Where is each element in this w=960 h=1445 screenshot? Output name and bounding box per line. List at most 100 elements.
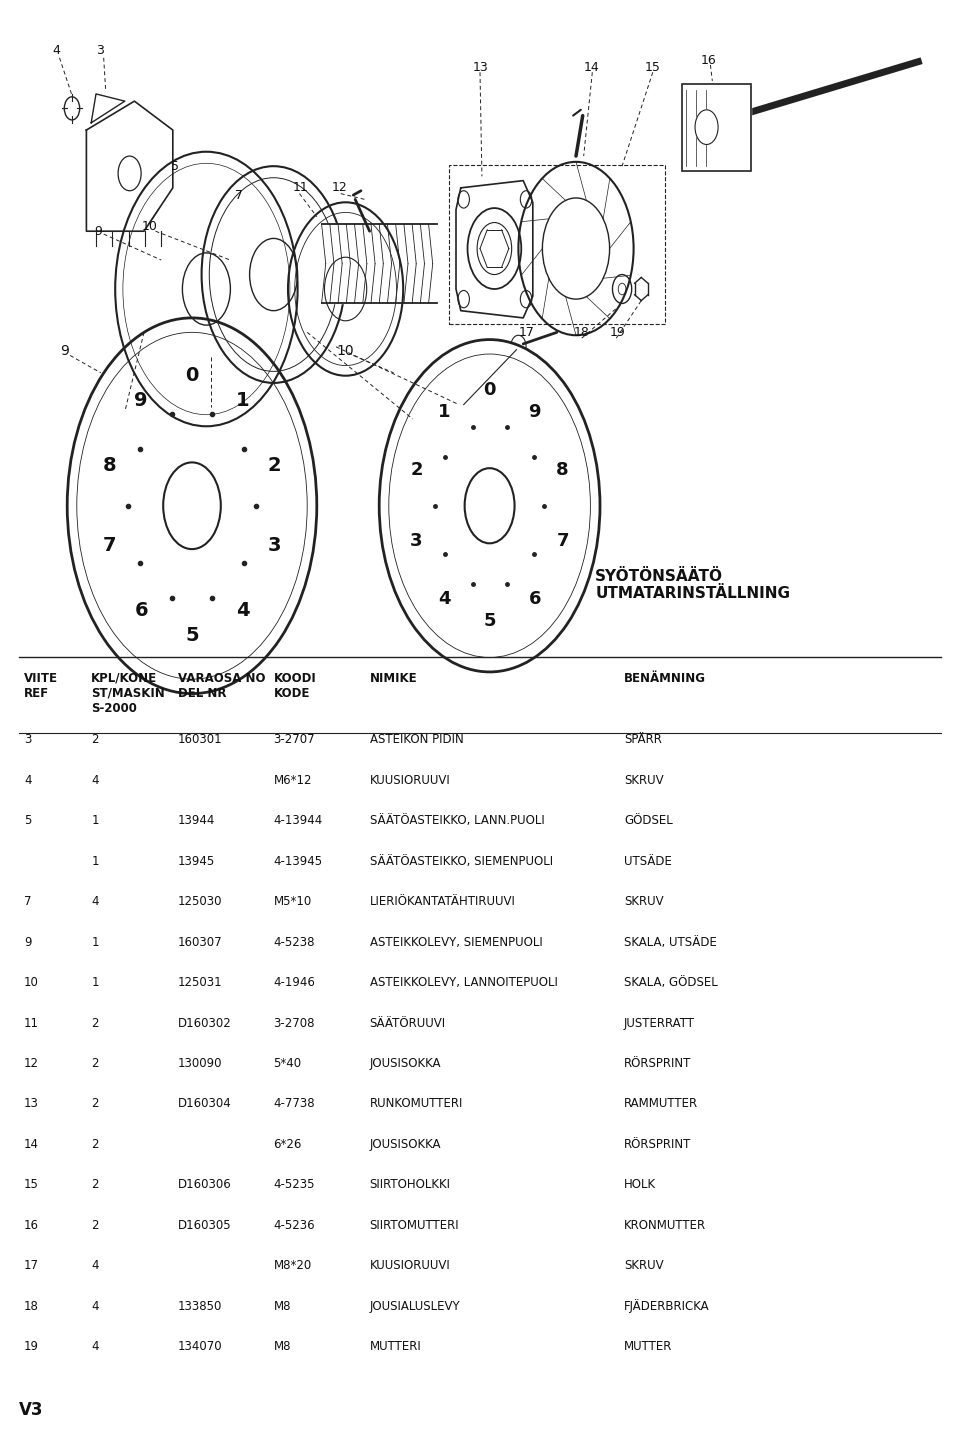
Text: ASTEIKON PIDIN: ASTEIKON PIDIN: [370, 734, 464, 746]
Text: 7: 7: [235, 189, 243, 201]
Text: RUNKOMUTTERI: RUNKOMUTTERI: [370, 1098, 463, 1110]
Text: UTSÄDE: UTSÄDE: [624, 855, 672, 867]
Text: 1: 1: [91, 977, 99, 988]
Text: 2: 2: [91, 734, 99, 746]
Text: MUTTERI: MUTTERI: [370, 1341, 421, 1353]
Text: JOUSISOKKA: JOUSISOKKA: [370, 1058, 441, 1069]
Text: 4-13945: 4-13945: [274, 855, 323, 867]
Bar: [449, 165, 665, 324]
Text: 4: 4: [236, 601, 250, 620]
Text: 6: 6: [529, 590, 541, 608]
Text: D160304: D160304: [178, 1098, 231, 1110]
Text: 11: 11: [24, 1017, 39, 1029]
Circle shape: [115, 152, 298, 426]
Text: ASTEIKKOLEVY, SIEMENPUOLI: ASTEIKKOLEVY, SIEMENPUOLI: [370, 936, 542, 948]
Text: 2: 2: [91, 1098, 99, 1110]
Text: 0: 0: [483, 381, 496, 399]
Text: SKRUV: SKRUV: [624, 775, 663, 786]
Text: SIIRTOMUTTERI: SIIRTOMUTTERI: [370, 1220, 459, 1231]
Text: 3: 3: [268, 536, 281, 555]
Text: 4: 4: [91, 775, 99, 786]
Text: 11: 11: [293, 182, 308, 194]
Text: 160301: 160301: [178, 734, 222, 746]
Text: SKRUV: SKRUV: [624, 1260, 663, 1272]
Text: 8: 8: [103, 457, 117, 475]
Circle shape: [163, 462, 221, 549]
Text: 3-2708: 3-2708: [274, 1017, 315, 1029]
Text: JOUSIALUSLEVY: JOUSIALUSLEVY: [370, 1300, 460, 1312]
Text: 5*40: 5*40: [274, 1058, 301, 1069]
Text: 5: 5: [185, 626, 199, 646]
Text: 15: 15: [24, 1179, 38, 1191]
Text: 9: 9: [24, 936, 32, 948]
Text: 12: 12: [331, 182, 347, 194]
Text: 9: 9: [529, 403, 541, 422]
Polygon shape: [91, 94, 125, 123]
Text: FJÄDERBRICKA: FJÄDERBRICKA: [624, 1299, 709, 1314]
Text: RAMMUTTER: RAMMUTTER: [624, 1098, 698, 1110]
Text: NIMIKE: NIMIKE: [370, 672, 418, 685]
Text: 2: 2: [410, 461, 422, 480]
Text: 4: 4: [91, 896, 99, 907]
Text: 12: 12: [24, 1058, 39, 1069]
Text: 1: 1: [438, 403, 450, 422]
Text: 125030: 125030: [178, 896, 222, 907]
Text: 13: 13: [472, 62, 488, 74]
Text: 5: 5: [24, 815, 32, 827]
Text: D160306: D160306: [178, 1179, 231, 1191]
Text: 4: 4: [91, 1341, 99, 1353]
Text: 2: 2: [91, 1139, 99, 1150]
Text: 16: 16: [24, 1220, 39, 1231]
Text: SIIRTOHOLKKI: SIIRTOHOLKKI: [370, 1179, 450, 1191]
Text: GÖDSEL: GÖDSEL: [624, 815, 673, 827]
Text: 160307: 160307: [178, 936, 222, 948]
Text: 9: 9: [60, 344, 69, 358]
Text: 7: 7: [24, 896, 32, 907]
Text: 2: 2: [91, 1179, 99, 1191]
Text: 1: 1: [236, 392, 250, 410]
Text: 1: 1: [91, 855, 99, 867]
Text: 7: 7: [557, 532, 569, 551]
Text: M8*20: M8*20: [274, 1260, 312, 1272]
Circle shape: [695, 110, 718, 144]
Circle shape: [379, 340, 600, 672]
Text: 7: 7: [103, 536, 116, 555]
Text: 4: 4: [24, 775, 32, 786]
Bar: [682, 84, 751, 171]
Text: 10: 10: [24, 977, 38, 988]
Text: 13945: 13945: [178, 855, 215, 867]
Text: M5*10: M5*10: [274, 896, 312, 907]
Text: SKRUV: SKRUV: [624, 896, 663, 907]
Text: 4: 4: [53, 45, 60, 56]
Text: SPÄRR: SPÄRR: [624, 734, 661, 746]
Text: KUUSIORUUVI: KUUSIORUUVI: [370, 775, 450, 786]
Text: 130090: 130090: [178, 1058, 222, 1069]
Text: KOODI
KODE: KOODI KODE: [274, 672, 317, 699]
Text: 5: 5: [483, 613, 496, 630]
Text: ASTEIKKOLEVY, LANNOITEPUOLI: ASTEIKKOLEVY, LANNOITEPUOLI: [370, 977, 558, 988]
Text: 14: 14: [24, 1139, 39, 1150]
Text: RÖRSPRINT: RÖRSPRINT: [624, 1139, 691, 1150]
Text: 4-7738: 4-7738: [274, 1098, 315, 1110]
Text: 3: 3: [96, 45, 104, 56]
Text: V3: V3: [19, 1402, 44, 1419]
Text: KUUSIORUUVI: KUUSIORUUVI: [370, 1260, 450, 1272]
Polygon shape: [456, 181, 533, 318]
Text: RÖRSPRINT: RÖRSPRINT: [624, 1058, 691, 1069]
Text: 2: 2: [91, 1017, 99, 1029]
Text: 4-13944: 4-13944: [274, 815, 323, 827]
Text: 133850: 133850: [178, 1300, 222, 1312]
Text: SÄÄTÖASTEIKKO, LANN.PUOLI: SÄÄTÖASTEIKKO, LANN.PUOLI: [370, 815, 544, 827]
Text: SKALA, GÖDSEL: SKALA, GÖDSEL: [624, 977, 718, 988]
Text: 134070: 134070: [178, 1341, 222, 1353]
Text: 15: 15: [645, 62, 661, 74]
Text: KPL/KONE
ST/MASKIN
S-2000: KPL/KONE ST/MASKIN S-2000: [91, 672, 165, 715]
Text: 10: 10: [142, 221, 158, 233]
Text: 125031: 125031: [178, 977, 222, 988]
Text: 10: 10: [336, 344, 353, 358]
Text: 1: 1: [91, 815, 99, 827]
Text: VIITE
REF: VIITE REF: [24, 672, 58, 699]
Text: 2: 2: [91, 1220, 99, 1231]
Text: 4: 4: [91, 1300, 99, 1312]
Text: 17: 17: [518, 327, 535, 338]
